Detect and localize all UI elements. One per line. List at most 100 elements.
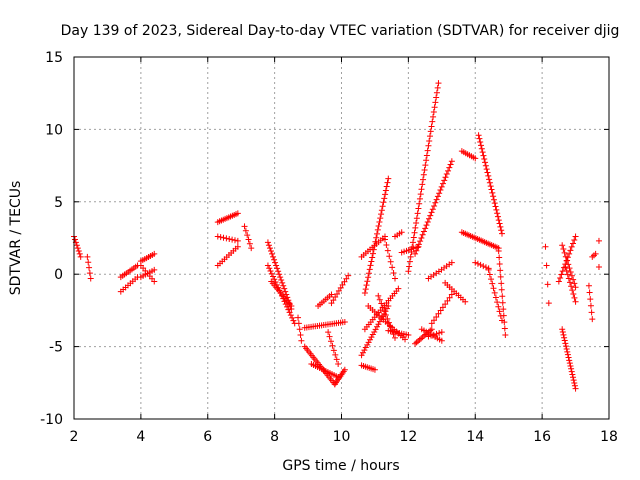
data-point [428,320,435,327]
data-point [587,296,594,303]
data-point [477,138,484,145]
data-point [555,278,562,285]
x-tick-label: 6 [203,429,212,445]
data-points [71,80,602,392]
data-point [271,276,278,283]
data-point [564,257,571,264]
data-point [433,196,440,203]
data-point [462,298,469,305]
data-point [280,282,287,289]
data-point [572,284,579,291]
data-point [499,293,506,300]
data-point [480,263,487,270]
data-point [480,152,487,159]
data-point [341,318,348,325]
data-point [345,272,352,279]
data-point [562,253,569,260]
data-point [389,264,396,271]
data-point [570,276,577,283]
data-point [379,203,386,210]
data-point [436,329,443,336]
data-point [412,250,419,257]
data-point [359,349,366,356]
grid-lines [74,57,609,419]
data-point [364,341,371,348]
data-point [433,94,440,101]
data-point [374,230,381,237]
data-point [377,215,384,222]
data-point [559,242,566,249]
data-point [325,329,332,336]
data-point [84,253,91,260]
data-point [379,313,386,320]
data-point [86,270,93,277]
data-point [234,237,241,244]
data-point [372,326,379,333]
data-point [428,123,435,130]
data-point [272,279,279,286]
data-point [565,354,572,361]
data-point [561,249,568,256]
data-point [405,332,412,339]
data-point [412,340,419,347]
data-point [387,258,394,265]
data-point [384,315,391,322]
data-point [289,314,296,321]
x-tick-label: 14 [466,429,484,445]
data-point [369,250,376,257]
data-point [364,278,371,285]
data-point [439,180,446,187]
data-point [373,234,380,241]
data-point [241,223,248,230]
data-point [87,275,94,282]
data-point [435,310,442,317]
data-point [327,338,334,345]
data-point [562,340,569,347]
data-point [287,312,294,319]
data-point [385,319,392,326]
data-point [226,236,233,243]
data-point [288,303,295,310]
data-point [564,348,571,355]
data-point [567,362,574,369]
data-point [217,234,224,241]
data-point [390,269,397,276]
data-point [275,268,282,275]
data-point [245,236,252,243]
data-point [419,181,426,188]
data-point [423,157,430,164]
data-point [271,256,278,263]
data-point [413,339,420,346]
data-point [490,193,497,200]
data-point [570,377,577,384]
data-point [561,334,568,341]
data-point [478,145,485,152]
data-point [497,223,504,230]
data-point [561,337,568,344]
data-point [495,248,502,255]
data-point [438,337,445,344]
data-point [277,274,284,281]
data-point [433,89,440,96]
data-point [474,260,481,267]
data-point [376,296,383,303]
data-point [419,334,426,341]
data-point [568,272,575,279]
data-point [375,321,382,328]
data-point [488,276,495,283]
data-point [589,316,596,323]
data-point [431,202,438,209]
data-point [429,118,436,125]
data-point [543,262,550,269]
data-point [264,262,271,269]
data-point [483,166,490,173]
data-point [378,300,385,307]
data-point [392,334,398,341]
data-point [408,248,415,255]
data-point [298,337,305,344]
data-point [568,243,575,250]
data-point [426,133,433,140]
data-point [421,166,428,173]
data-point [376,318,383,325]
data-point [418,335,425,342]
